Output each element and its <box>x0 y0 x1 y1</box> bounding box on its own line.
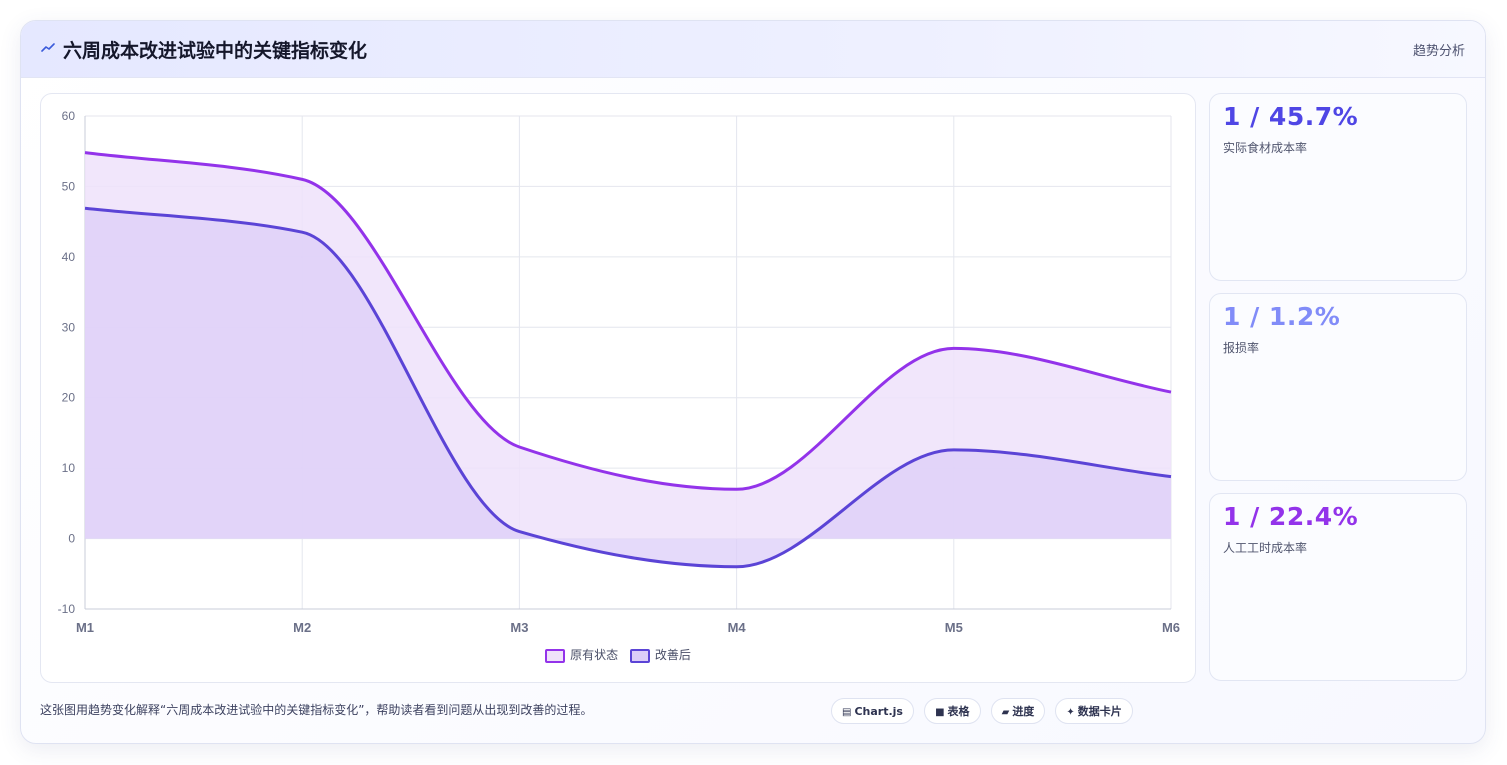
legend-item-improved[interactable]: 改善后 <box>629 646 691 663</box>
y-tick-label: 50 <box>62 179 76 193</box>
chart-legend: 原有状态 改善后 <box>41 646 1195 663</box>
y-tick-label: 0 <box>68 532 75 546</box>
y-tick-label: 10 <box>62 461 76 475</box>
chip-chartjs[interactable]: ▤ Chart.js <box>831 698 914 724</box>
chart-panel: 60 50 40 30 20 10 0 -10 M1 M2 M3 M4 M5 M6 原有状态 改善后 <box>40 93 1196 683</box>
legend-item-original[interactable]: 原有状态 <box>545 646 618 663</box>
legend-label-improved: 改善后 <box>654 648 691 662</box>
y-tick-label: 40 <box>62 250 76 264</box>
stat-card-food-cost: 1 / 45.7% 实际食材成本率 <box>1209 93 1467 281</box>
series-line-0 <box>84 151 1172 491</box>
stat-card-labor-cost: 1 / 22.4% 人工工时成本率 <box>1209 493 1467 681</box>
y-tick-label: 30 <box>62 320 76 334</box>
stat-value: 1 / 22.4% <box>1223 502 1359 531</box>
card-header: 六周成本改进试验中的关键指标变化 趋势分析 <box>21 21 1485 78</box>
stat-value: 1 / 1.2% <box>1223 302 1341 331</box>
chip-label: 进度 <box>1012 705 1035 718</box>
chip-label: Chart.js <box>854 705 903 718</box>
y-tick-label: 60 <box>62 109 76 123</box>
chart-icon: ▤ <box>842 707 852 718</box>
stat-card-loss-rate: 1 / 1.2% 报损率 <box>1209 293 1467 481</box>
legend-swatch-original <box>545 648 566 663</box>
chip-label: 数据卡片 <box>1077 705 1122 718</box>
trend-icon <box>41 43 55 52</box>
chart-card: 六周成本改进试验中的关键指标变化 趋势分析 60 50 40 30 20 10 0 -10 M1… <box>20 20 1486 744</box>
chip-label: 表格 <box>947 705 970 718</box>
series-line-1 <box>84 206 1172 569</box>
legend-swatch-improved <box>629 648 650 663</box>
card-icon: ✦ <box>1066 707 1075 718</box>
x-tick-label: M2 <box>293 620 311 635</box>
x-tick-label: M1 <box>76 620 94 635</box>
y-tick-label: -10 <box>58 602 76 616</box>
stat-label: 报损率 <box>1223 341 1260 355</box>
x-tick-label: M5 <box>945 620 963 635</box>
table-icon: ■ <box>935 707 945 718</box>
stat-value: 1 / 45.7% <box>1223 102 1359 131</box>
page-title: 六周成本改进试验中的关键指标变化 <box>63 40 368 62</box>
x-tick-label: M3 <box>510 620 528 635</box>
trend-analysis-label: 趋势分析 <box>1412 44 1465 59</box>
stat-label: 人工工时成本率 <box>1223 541 1308 555</box>
stat-label: 实际食材成本率 <box>1223 141 1308 155</box>
x-tick-label: M6 <box>1162 620 1180 635</box>
series-area-1 <box>85 208 1171 567</box>
y-tick-label: 20 <box>62 391 76 405</box>
chip-data-card[interactable]: ✦ 数据卡片 <box>1055 698 1133 724</box>
chart-description: 这张图用趋势变化解释“六周成本改进试验中的关键指标变化”，帮助读者看到问题从出现… <box>40 703 593 717</box>
feature-chips: ▤ Chart.js ■ 表格 ▰ 进度 ✦ 数据卡片 <box>831 698 1138 724</box>
x-tick-label: M4 <box>728 620 747 635</box>
chip-table[interactable]: ■ 表格 <box>924 698 981 724</box>
chip-progress[interactable]: ▰ 进度 <box>990 698 1046 724</box>
legend-label-original: 原有状态 <box>570 648 619 662</box>
progress-icon: ▰ <box>1001 707 1010 718</box>
